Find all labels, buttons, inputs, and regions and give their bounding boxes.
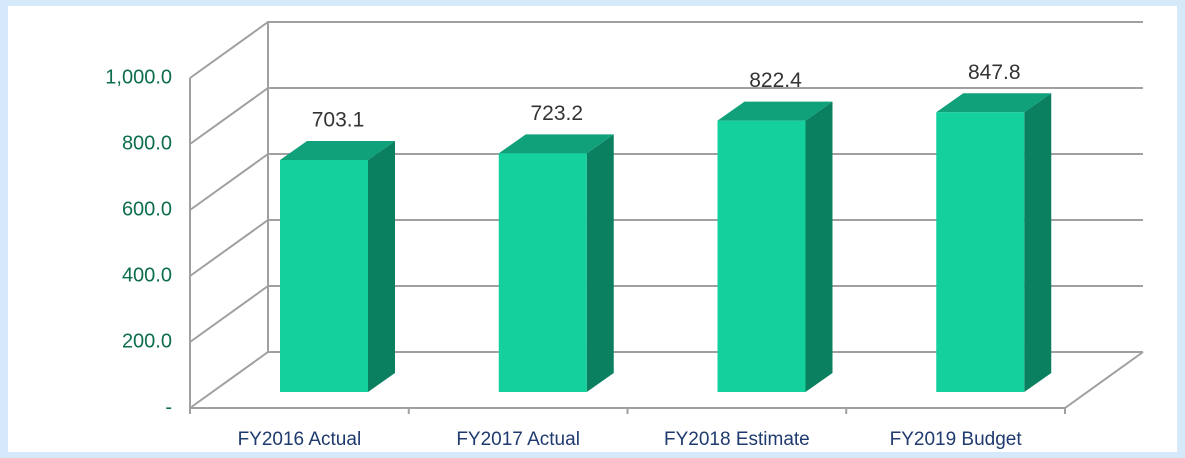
- y-tick-label: 600.0: [122, 198, 172, 220]
- y-tick-label: 400.0: [122, 264, 172, 286]
- bar: [498, 153, 587, 392]
- y-tick-label: 1,000.0: [105, 66, 172, 88]
- bar-side: [586, 134, 614, 392]
- bar: [936, 112, 1025, 392]
- bar-side: [368, 140, 395, 392]
- bar-top: [717, 101, 833, 121]
- bar-top: [280, 140, 395, 160]
- bar: [717, 120, 806, 392]
- x-tick-label: FY2017 Actual: [456, 429, 580, 450]
- bar-top: [936, 93, 1052, 113]
- y-tick-label: 800.0: [122, 132, 172, 154]
- x-tick-label: FY2019 Budget: [890, 429, 1023, 450]
- bar-side: [1024, 93, 1052, 392]
- x-tick-label: FY2018 Estimate: [664, 429, 810, 450]
- value-label: 723.2: [530, 102, 583, 125]
- value-label: 847.8: [968, 61, 1021, 84]
- bar: [280, 159, 368, 392]
- bar-top: [498, 134, 614, 154]
- y-tick-label: -: [165, 396, 172, 418]
- value-label: 822.4: [749, 69, 802, 92]
- y-tick-label: 200.0: [122, 330, 172, 352]
- bar-side: [805, 101, 833, 392]
- value-label: 703.1: [312, 109, 365, 132]
- x-tick-label: FY2016 Actual: [238, 429, 362, 450]
